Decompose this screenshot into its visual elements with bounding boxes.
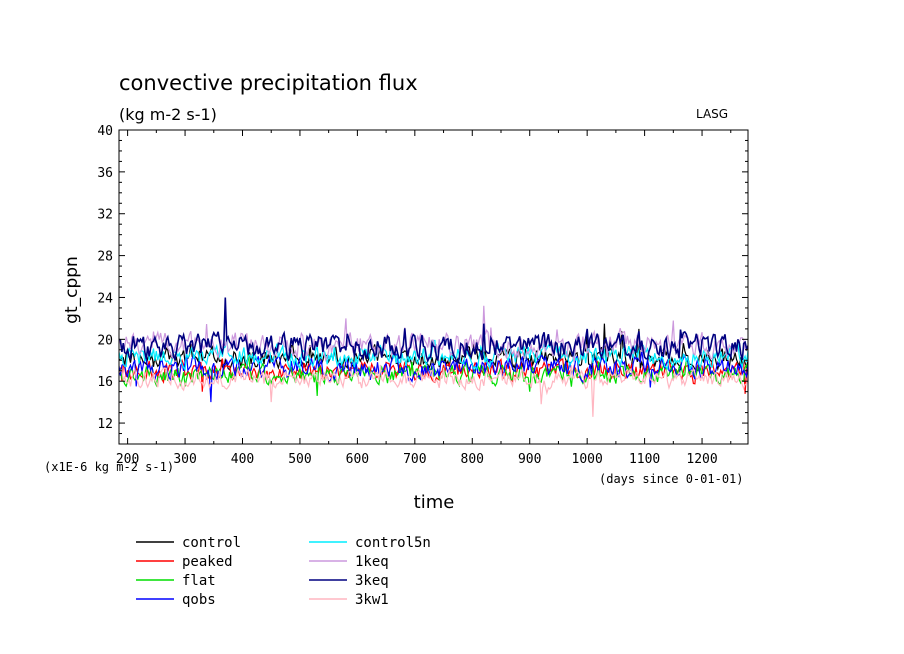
- x-tick-label: 1000: [572, 452, 603, 467]
- x-units-label: (days since 0-01-01): [599, 472, 744, 486]
- y-tick-label: 20: [97, 333, 113, 348]
- x-tick-label: 700: [403, 452, 426, 467]
- source-label: LASG: [696, 107, 728, 121]
- legend-label-control: control: [182, 535, 241, 551]
- legend-label-peaked: peaked: [182, 554, 233, 570]
- y-units-label: (x1E-6 kg m-2 s-1): [44, 460, 174, 474]
- chart-title: convective precipitation flux: [119, 71, 418, 95]
- y-axis-label: gt_cppn: [62, 256, 82, 324]
- y-tick-label: 16: [97, 375, 113, 390]
- chart-subtitle: (kg m-2 s-1): [119, 105, 217, 124]
- series-line-3keq: [119, 297, 748, 365]
- series-line-qobs: [119, 349, 748, 403]
- legend-label-flat: flat: [182, 573, 216, 589]
- y-tick-label: 28: [97, 250, 113, 265]
- x-tick-label: 1200: [686, 452, 717, 467]
- x-tick-label: 900: [518, 452, 541, 467]
- legend-label-3keq: 3keq: [355, 573, 389, 589]
- y-tick-label: 24: [97, 291, 113, 306]
- legend-label-3kw1: 3kw1: [355, 592, 389, 608]
- axes: 200 300 400 500 600 700 800 900 1000 1100 1200 12 16…: [97, 124, 748, 467]
- y-tick-label: 36: [97, 166, 113, 181]
- legend-label-1keq: 1keq: [355, 554, 389, 570]
- y-tick-label: 12: [97, 417, 113, 432]
- y-tick-label: 40: [97, 124, 113, 139]
- plot-frame: [118, 129, 749, 445]
- x-tick-label: 800: [461, 452, 484, 467]
- legend-label-control5n: control5n: [355, 535, 431, 551]
- series-layer: [119, 297, 748, 417]
- x-tick-label: 500: [288, 452, 311, 467]
- x-tick-label: 300: [173, 452, 196, 467]
- y-tick-label: 32: [97, 208, 113, 223]
- x-tick-label: 200: [116, 452, 139, 467]
- legend: control peaked flat qobs control5n 1keq 3keq 3k…: [136, 535, 431, 608]
- x-tick-label: 400: [231, 452, 254, 467]
- x-tick-label: 1100: [629, 452, 660, 467]
- legend-label-qobs: qobs: [182, 592, 216, 608]
- x-tick-label: 600: [346, 452, 369, 467]
- series-line-3kw1: [119, 364, 748, 417]
- x-axis-label: time: [414, 492, 455, 513]
